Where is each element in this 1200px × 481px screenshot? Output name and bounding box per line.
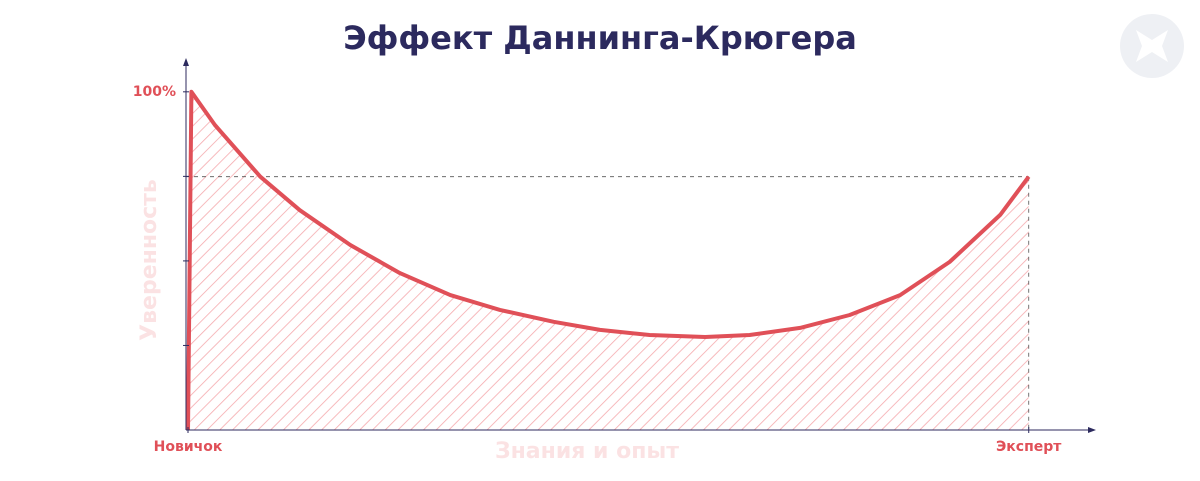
x-tick-label: Эксперт bbox=[996, 439, 1062, 455]
x-axis-arrow bbox=[1088, 427, 1096, 433]
y-axis-label: Уверенность bbox=[137, 179, 162, 341]
chart-title: Эффект Даннинга-Крюгера bbox=[343, 19, 857, 57]
area-fill bbox=[188, 91, 1029, 431]
y-axis-arrow bbox=[183, 58, 189, 66]
logo bbox=[1120, 14, 1184, 78]
curve bbox=[186, 89, 1031, 431]
x-tick-label: Новичок bbox=[154, 439, 223, 455]
x-axis-label: Знания и опыт bbox=[495, 439, 679, 464]
y-tick-label: 100% bbox=[133, 84, 176, 100]
